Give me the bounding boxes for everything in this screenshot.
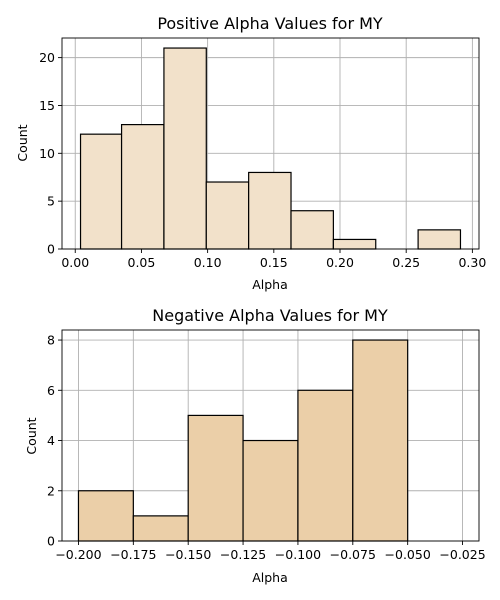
histogram-bar <box>120 124 165 250</box>
x-tick-label: −0.075 <box>330 547 376 562</box>
x-tick-label: −0.125 <box>220 547 266 562</box>
y-tick-label: 4 <box>47 433 55 448</box>
histogram-bar <box>297 389 354 542</box>
y-tick-label: 2 <box>47 483 55 498</box>
x-tick-label: 0.30 <box>458 255 486 270</box>
y-tick-label: 0 <box>47 242 55 257</box>
histogram-bar <box>163 47 207 250</box>
plot-frame <box>61 37 480 250</box>
histogram-bar <box>132 515 189 542</box>
x-tick-label: 0.20 <box>326 255 354 270</box>
histogram-bar <box>242 439 299 542</box>
x-tick-label: −0.050 <box>385 547 431 562</box>
histogram-bar <box>352 339 409 542</box>
histogram-bar <box>205 181 250 250</box>
positive-alpha-histogram: Positive Alpha Values for MY 0.00 0.05 0.1… <box>15 14 486 292</box>
x-tick-label: 0.25 <box>392 255 420 270</box>
x-tick-label: −0.175 <box>110 547 156 562</box>
y-tick-label: 10 <box>39 146 55 161</box>
y-tick-label: 6 <box>47 383 55 398</box>
x-tick-label: −0.025 <box>439 547 485 562</box>
bars <box>77 339 409 542</box>
chart-title: Negative Alpha Values for MY <box>152 306 388 325</box>
x-tick-label: −0.200 <box>55 547 101 562</box>
x-axis-label: Alpha <box>252 570 288 585</box>
histogram-bar <box>77 490 134 542</box>
chart-title: Positive Alpha Values for MY <box>157 14 383 33</box>
x-tick-label: 0.15 <box>260 255 288 270</box>
y-tick-label: 0 <box>47 534 55 549</box>
ticks: 0.00 0.05 0.10 0.15 0.20 0.25 0.30 0 5 10 15 20 <box>39 50 486 270</box>
x-axis-label: Alpha <box>252 277 288 292</box>
plot-frame <box>61 329 480 542</box>
histogram-bar <box>290 210 334 250</box>
x-tick-label: −0.150 <box>165 547 211 562</box>
y-axis-label: Count <box>24 417 39 454</box>
y-tick-label: 20 <box>39 50 55 65</box>
x-tick-label: 0.05 <box>128 255 156 270</box>
histogram-bar <box>332 238 377 250</box>
x-tick-label: 0.10 <box>194 255 222 270</box>
ticks: −0.200 −0.175 −0.150 −0.125 −0.100 −0.075 −0.0… <box>47 333 486 562</box>
y-axis-label: Count <box>15 124 30 161</box>
histogram-bar <box>79 133 123 250</box>
histogram-bar <box>417 229 462 250</box>
bars <box>79 47 462 250</box>
x-tick-label: −0.100 <box>275 547 321 562</box>
y-tick-label: 5 <box>47 194 55 209</box>
histogram-bar <box>187 414 244 542</box>
histogram-bar <box>248 171 292 250</box>
x-tick-label: 0.00 <box>61 255 89 270</box>
negative-alpha-histogram: Negative Alpha Values for MY −0.200 −0.17… <box>24 306 486 585</box>
y-tick-label: 15 <box>39 98 55 113</box>
y-tick-label: 8 <box>47 333 55 348</box>
